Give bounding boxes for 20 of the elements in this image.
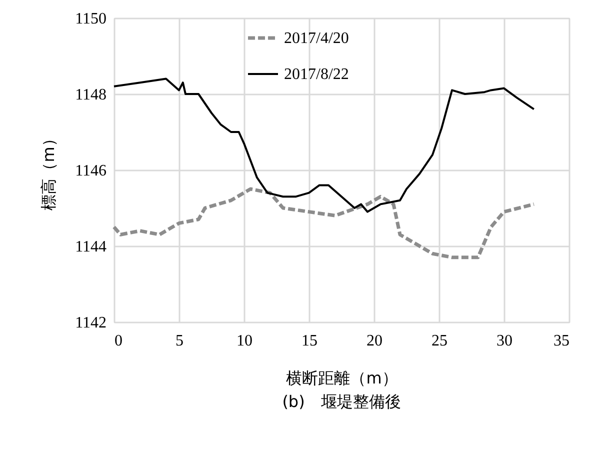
line-series [112,187,536,260]
y-tick-label: 1144 [75,238,106,256]
y-tick-label: 1148 [75,86,106,104]
text: (b) 堰堤整備後 [282,392,401,411]
y-tick-label: 1142 [75,314,106,332]
x-tick-label: 15 [302,332,318,350]
y-tick-label: 1146 [75,162,106,180]
y-tick-label: 1150 [75,10,106,28]
y-axis-title: 標高（m） [39,130,58,210]
x-tick-label: 35 [554,332,570,350]
x-tick-label: 20 [366,332,382,350]
legend-label: 2017/8/22 [284,66,349,83]
x-tick-label: 30 [496,332,512,350]
x-tick-label: 5 [176,332,184,350]
x-tick-label: 0 [114,332,122,350]
x-axis-title: 横断距離（m） [286,368,398,388]
x-tick-label: 25 [432,332,448,350]
x-tick-label: 10 [236,332,252,350]
legend-label: 2017/4/20 [284,30,349,47]
line-series [113,78,535,213]
